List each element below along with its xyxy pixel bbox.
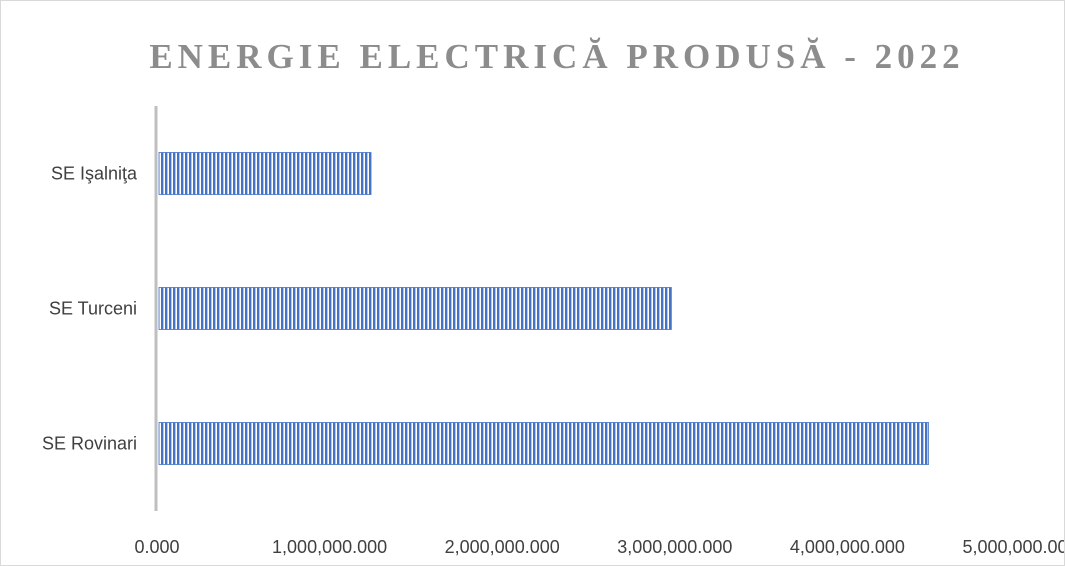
x-tick-label: 3,000,000.000 [617, 537, 732, 557]
bar [158, 287, 672, 330]
bar [158, 152, 372, 195]
x-tick-label: 1,000,000.000 [272, 537, 387, 557]
x-tick-label: 5,000,000.000 [962, 537, 1064, 557]
x-tick-label: 2,000,000.000 [445, 537, 560, 557]
chart-title: ENERGIE ELECTRICĂ PRODUSĂ - 2022 [149, 36, 964, 76]
category-label: SE Işalniţa [51, 164, 138, 184]
x-tick-label: 0.000 [134, 537, 179, 557]
category-label: SE Rovinari [42, 434, 137, 454]
category-label: SE Turceni [49, 299, 137, 319]
plot-area: SE Rovinari SE Turceni SE Işalniţa 0.000 1,0… [42, 106, 1064, 557]
bar [158, 422, 929, 465]
x-tick-label: 4,000,000.000 [790, 537, 905, 557]
